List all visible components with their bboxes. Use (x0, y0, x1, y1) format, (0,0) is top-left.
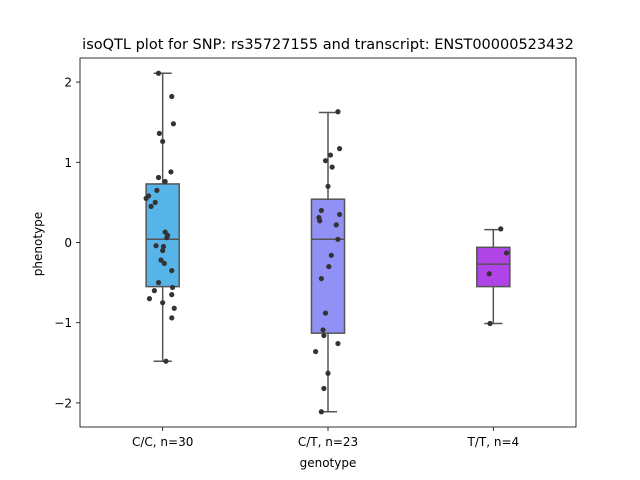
data-point (148, 203, 154, 210)
data-point (329, 164, 335, 170)
data-point (487, 320, 493, 327)
data-point (318, 207, 324, 214)
data-point (164, 235, 170, 241)
data-point (333, 222, 339, 228)
data-point (328, 252, 334, 258)
data-point (169, 267, 175, 274)
data-point (168, 169, 174, 175)
data-point (156, 130, 162, 137)
data-point (321, 385, 327, 392)
data-point (161, 260, 167, 266)
data-point (335, 109, 341, 115)
data-point (170, 121, 177, 127)
data-point (151, 288, 157, 294)
data-point (143, 195, 149, 201)
data-point (163, 358, 169, 364)
data-point (155, 280, 162, 286)
y-tick-label: −2 (54, 396, 72, 410)
data-point (160, 300, 166, 306)
data-point (162, 178, 168, 185)
data-point (152, 199, 158, 205)
x-tick-label: C/C, n=30 (132, 435, 193, 449)
data-point (335, 236, 341, 242)
data-point (160, 243, 167, 250)
data-point (498, 226, 504, 232)
data-point (155, 174, 162, 181)
y-axis-label: phenotype (31, 212, 45, 276)
y-tick-label: 1 (64, 156, 72, 170)
data-point (153, 243, 159, 249)
y-tick-label: 2 (64, 76, 72, 90)
data-point (322, 158, 329, 164)
data-point (326, 263, 332, 270)
data-point (313, 348, 319, 355)
data-point (169, 315, 175, 321)
data-point (146, 296, 153, 302)
data-point (317, 218, 323, 224)
data-point (154, 187, 160, 193)
data-point (318, 275, 324, 282)
data-point (325, 370, 331, 376)
y-tick-label: 0 (64, 236, 72, 250)
data-point (336, 211, 343, 218)
data-point (169, 292, 175, 298)
data-point (160, 247, 166, 254)
data-point (486, 271, 492, 277)
data-point (325, 183, 331, 189)
data-point (160, 138, 166, 145)
data-point (322, 310, 329, 316)
chart-title: isoQTL plot for SNP: rs35727155 and tran… (82, 37, 574, 53)
data-point (336, 146, 343, 152)
data-point (335, 340, 341, 347)
axes-frame (79, 57, 577, 428)
data-point (155, 70, 162, 76)
data-point (327, 152, 334, 158)
data-point (503, 250, 510, 256)
x-axis-label: genotype (300, 456, 357, 470)
data-point (320, 327, 326, 333)
x-tick-label: T/T, n=4 (467, 435, 520, 449)
data-point (169, 284, 176, 291)
y-tick-label: −1 (54, 316, 72, 330)
data-point (169, 93, 175, 100)
x-tick-label: C/T, n=23 (298, 435, 358, 449)
data-point (318, 409, 324, 415)
data-point (171, 305, 177, 311)
plot-area: −2 −1 0 1 2 C/C, n=30 C/T, n=23 T/T, n=4 (54, 57, 577, 449)
data-point (158, 257, 164, 263)
data-point (321, 332, 327, 339)
